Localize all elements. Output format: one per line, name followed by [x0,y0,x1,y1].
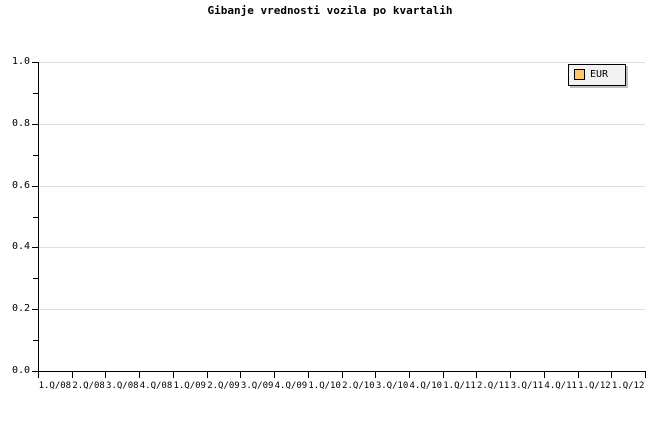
y-axis-label: 0.2 [0,304,30,314]
x-axis-tick [342,372,343,378]
y-axis-label-text: 0.4 [11,241,30,253]
x-axis-tick [274,372,275,378]
x-axis-label: 2.Q/08 [72,381,105,391]
y-axis-label-text: 1.0 [11,56,30,67]
y-axis-tick [32,123,38,125]
x-axis-label: 3.Q/09 [240,381,274,391]
x-axis-tick [308,372,309,378]
y-axis-label-text: 0.0 [11,365,30,376]
x-axis-label: 4.Q/11 [544,381,577,391]
x-axis-label: 2.Q/09 [207,381,240,391]
x-axis-tick [611,372,612,378]
y-axis-tick [32,247,38,249]
y-axis-tick [32,309,38,311]
x-axis-label: 1.Q/12 [578,381,611,391]
y-axis-minor-tick [33,92,38,94]
x-axis-tick [173,372,174,378]
x-axis-label: 4.Q/08 [139,381,173,391]
x-axis-label: 1.Q/10 [308,381,341,391]
x-axis-label: 3.Q/11 [510,381,544,391]
x-axis-label: 2.Q/10 [342,381,375,391]
x-axis-label: 3.Q/08 [106,381,139,391]
x-axis-tick [105,372,106,378]
y-axis-minor-tick [33,154,38,156]
x-axis-label: 4.Q/09 [274,381,308,391]
y-axis-label-text: 0.8 [11,117,30,129]
x-axis-line [38,371,646,372]
x-axis-label: 1.Q/08 [38,381,72,391]
gridline [38,247,645,249]
legend-color-swatch-icon [574,69,585,80]
x-axis-tick [578,372,579,378]
gridline [38,62,645,63]
y-axis-tick [32,185,38,187]
x-axis-label: 4.Q/10 [409,381,443,391]
gridline [38,309,645,311]
x-axis-tick [207,372,208,378]
x-axis-tick [544,372,545,378]
x-axis-label: 2.Q/11 [476,381,510,391]
legend-entry-label: EUR [590,69,609,80]
x-axis-tick [476,372,477,378]
y-axis-minor-tick [33,340,38,342]
y-axis-tick [32,371,38,372]
gridline [38,185,645,187]
x-axis-label: 1.Q/11 [443,381,476,391]
chart-title: Gibanje vrednosti vozila po kvartalih [207,4,453,17]
x-axis-label: 1.Q/09 [173,381,206,391]
y-axis-label: 0.8 [0,117,30,129]
y-axis-label: 1.0 [0,57,30,67]
x-axis-label: 1.Q/12 [611,381,645,391]
y-axis-minor-tick [33,216,38,218]
x-axis-label: 3.Q/10 [375,381,409,391]
y-axis-tick [32,62,38,63]
y-axis-minor-tick [33,278,38,280]
x-axis-tick [409,372,410,378]
y-axis-label: 0.4 [0,242,30,252]
y-axis-label-text: 0.2 [11,303,30,315]
y-axis-line [38,62,39,372]
x-axis-tick [375,372,376,378]
gridline [38,123,645,125]
x-axis-tick [645,372,646,378]
x-axis-tick [139,372,140,378]
x-axis-tick [38,372,39,378]
x-axis-tick [443,372,444,378]
chart-legend[interactable]: EUR [568,64,626,86]
y-axis-label: 0.6 [0,179,30,191]
y-axis-label: 0.0 [0,366,30,376]
x-axis-tick [510,372,511,378]
x-axis-tick [72,372,73,378]
gridlines-layer [38,62,645,371]
y-axis-label-text: 0.6 [11,179,30,191]
plot-area [38,62,645,371]
legend-entry-eur[interactable]: EUR [574,69,608,80]
x-axis-tick [240,372,241,378]
